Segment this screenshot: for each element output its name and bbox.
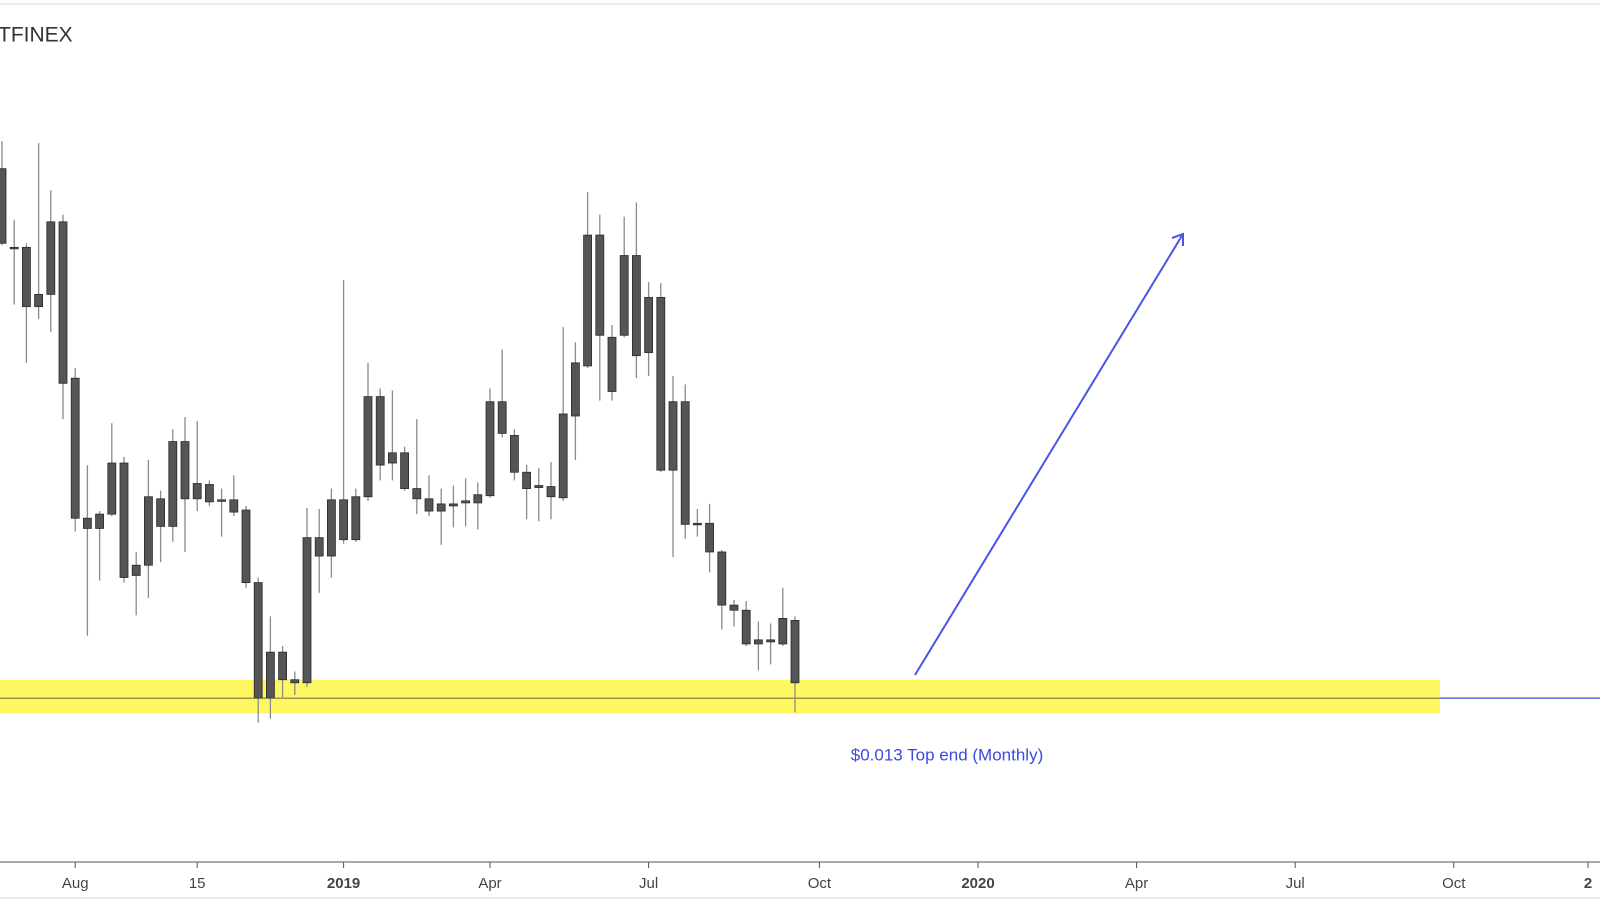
candle-body (412, 488, 422, 500)
candle-body (9, 246, 19, 250)
candle-body (461, 500, 471, 504)
candle-body (107, 462, 117, 515)
candle-body (583, 234, 592, 367)
candle-body (241, 509, 251, 584)
arrow-shaft (914, 233, 1184, 676)
zone-layer (0, 679, 1600, 714)
candle-body (644, 297, 653, 354)
candle-body (754, 639, 763, 645)
x-tick-label: Aug (62, 875, 89, 892)
candle-body (571, 362, 580, 417)
candle-body (448, 503, 458, 507)
candle-body (387, 452, 397, 464)
candle-body (156, 498, 166, 527)
candle-body (741, 609, 751, 645)
candle-body (619, 255, 629, 336)
x-tick-label: 15 (189, 875, 206, 892)
x-tick-label: Oct (808, 875, 832, 892)
candle-layer (0, 141, 800, 723)
candle-body (705, 522, 714, 553)
arrow-head (1171, 232, 1184, 246)
x-tick-label: Apr (478, 875, 501, 892)
candle-body (729, 604, 739, 611)
x-tick-label: Oct (1442, 875, 1466, 892)
candle-body (546, 486, 556, 498)
candle-body (119, 462, 129, 578)
candle-body (632, 255, 641, 357)
candle-body (790, 620, 800, 684)
level-label: $0.013 Top end (Monthly) (851, 746, 1043, 765)
candle-body (229, 499, 239, 513)
candle-body (143, 496, 153, 566)
candle-body (168, 441, 178, 527)
candle-body (253, 582, 263, 699)
candle-body (21, 246, 31, 308)
candle-body (265, 651, 275, 699)
candle-body (766, 639, 775, 643)
candle-body (485, 401, 495, 497)
candle-body (436, 503, 446, 512)
candle-body (204, 484, 214, 503)
candle-body (131, 564, 141, 576)
candle-body (34, 293, 43, 308)
candle-body (180, 441, 190, 500)
chart-title: TFINEX (0, 24, 73, 47)
candle-body (83, 517, 92, 529)
candle-body (375, 396, 385, 466)
arrow (914, 232, 1184, 676)
x-tick-label: Jul (1286, 875, 1305, 892)
candle-body (363, 396, 373, 498)
candle-body (0, 168, 7, 244)
candle-body (656, 297, 666, 471)
candle-body (607, 336, 617, 392)
candle-body (424, 498, 434, 512)
candle-body (302, 537, 312, 684)
candle-body (473, 494, 483, 504)
x-tick-label: 2019 (327, 875, 360, 892)
candle-body (326, 499, 336, 557)
x-tick-label: 2 (1584, 875, 1592, 892)
x-tick-label: Jul (639, 875, 658, 892)
candle-body (290, 679, 300, 684)
candle-body (314, 537, 324, 557)
candle-body (278, 651, 288, 681)
candle-body (778, 617, 788, 645)
support-zone (0, 679, 1440, 714)
candle-body (192, 483, 202, 500)
candle-body (595, 234, 605, 336)
x-tick-label: 2020 (961, 875, 994, 892)
candle-body (509, 435, 519, 473)
candle-body (70, 377, 80, 519)
candle-body (534, 485, 544, 488)
candle-body (95, 513, 104, 529)
candle-body (668, 401, 678, 471)
candle-body (522, 471, 531, 489)
candle-body (400, 452, 410, 489)
candle-body (497, 401, 507, 434)
candle-body (693, 522, 702, 526)
axis-layer: $0.013 Top end (Monthly) Aug 15 2019 Apr Jul O… (62, 746, 1592, 892)
candle-body (717, 551, 727, 606)
x-tick-label: Apr (1125, 875, 1148, 892)
candle-body (558, 413, 568, 499)
candle-body (351, 496, 361, 541)
candle-body (46, 221, 56, 295)
candle-body (680, 401, 690, 525)
candle-body (339, 499, 349, 541)
candle-body (58, 221, 68, 384)
candle-body (217, 499, 227, 502)
